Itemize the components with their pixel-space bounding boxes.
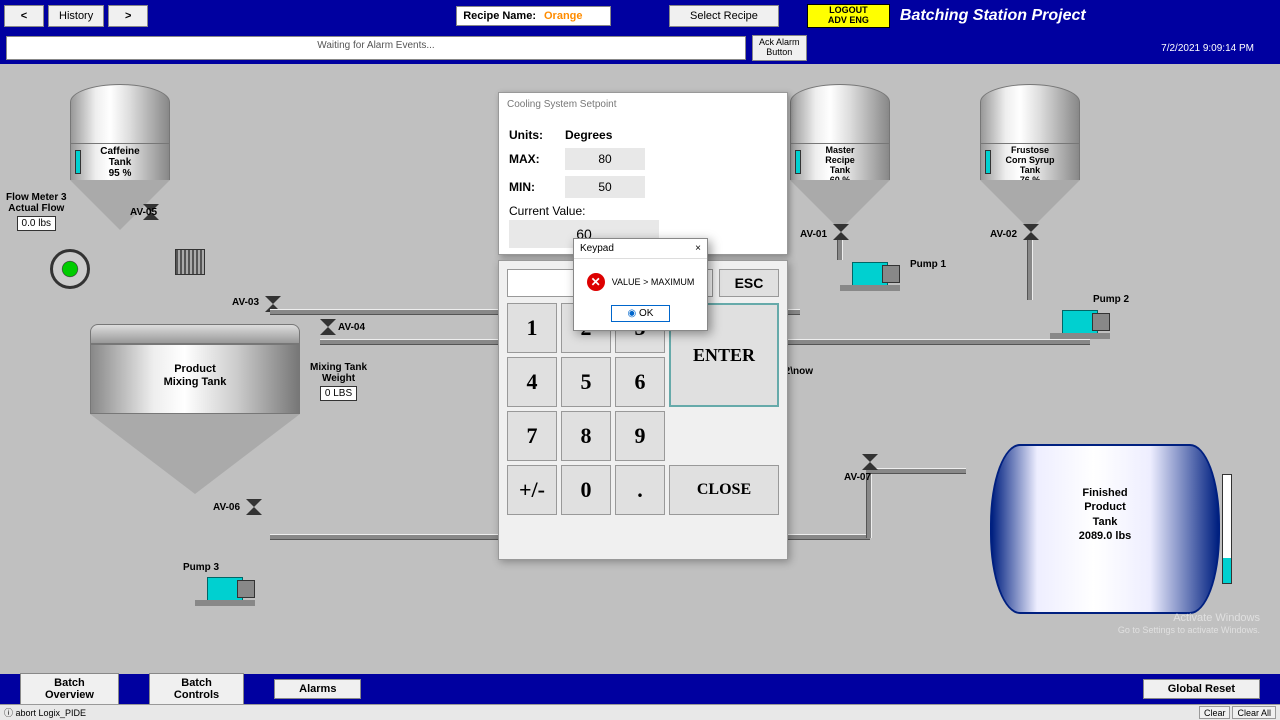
alarm-event-box: Waiting for Alarm Events... [6,36,746,60]
finished-level-icon [1222,474,1232,584]
windows-watermark: Activate Windows Go to Settings to activ… [1118,612,1260,636]
valve-av04-label: AV-04 [338,322,365,333]
setpoint-max: 80 [565,148,645,170]
history-button[interactable]: History [48,5,104,27]
valve-av02-label: AV-02 [990,229,1017,240]
mixing-weight-label: Mixing Tank Weight 0 LBS [310,362,367,401]
mixing-weight-value: 0 LBS [320,386,357,401]
agitator-icon [175,249,205,275]
keypad-1[interactable]: 1 [507,303,557,353]
keypad-0[interactable]: 0 [561,465,611,515]
valve-av06-icon [246,499,262,515]
keypad-plus-minus[interactable]: +/- [507,465,557,515]
keypad-7[interactable]: 7 [507,411,557,461]
setpoint-title: Cooling System Setpoint [499,93,787,116]
forward-button[interactable]: > [108,5,148,27]
alarms-button[interactable]: Alarms [274,679,361,699]
error-ok-button[interactable]: OK [611,305,671,322]
status-clearall-button[interactable]: Clear All [1232,706,1276,719]
mixing-tank: Product Mixing Tank [90,324,300,494]
pump-2-icon [1050,307,1110,337]
keypad-5[interactable]: 5 [561,357,611,407]
recipe-name-value: Orange [544,10,604,22]
valve-av06-label: AV-06 [213,502,240,513]
pipe-icon [837,240,843,260]
flow-meter-3-label: Flow Meter 3 Actual Flow 0.0 lbs [6,192,67,231]
pump-1-label: Pump 1 [910,259,946,270]
finished-product-tank: Finished Product Tank 2089.0 lbs [970,444,1230,614]
top-bar: < History > Recipe Name: Orange Select R… [0,0,1280,32]
batch-controls-button[interactable]: Batch Controls [149,673,244,705]
keypad-6[interactable]: 6 [615,357,665,407]
flow-meter-3-value: 0.0 lbs [17,216,56,231]
select-recipe-button[interactable]: Select Recipe [669,5,779,27]
pump-3-icon [195,574,255,604]
pipe-icon [866,468,966,474]
recipe-name-label: Recipe Name: [463,10,536,22]
logout-button[interactable]: LOGOUT ADV ENG [807,4,890,28]
error-icon: ✕ [587,273,605,291]
valve-av07-label: AV-07 [844,472,871,483]
error-close-icon[interactable]: × [695,243,701,254]
error-message: VALUE > MAXIMUM [612,277,695,287]
keypad-8[interactable]: 8 [561,411,611,461]
status-bar: ⓘ abort Logix_PIDE Clear Clear All [0,704,1280,720]
valve-av04-icon [320,319,336,335]
status-clear-button[interactable]: Clear [1199,706,1231,719]
keypad-dot[interactable]: . [615,465,665,515]
alarm-bar: Waiting for Alarm Events... Ack Alarm Bu… [0,32,1280,64]
global-reset-button[interactable]: Global Reset [1143,679,1260,699]
batch-overview-button[interactable]: Batch Overview [20,673,119,705]
status-text: ⓘ abort Logix_PIDE [4,706,86,719]
bottom-nav: Batch Overview Batch Controls Alarms Glo… [0,674,1280,704]
valve-av01-icon [833,224,849,240]
app-title: Batching Station Project [900,7,1086,25]
pipe-icon [1027,240,1033,300]
datetime-display: 7/2/2021 9:09:14 PM [1161,43,1254,54]
error-dialog: Keypad × ✕ VALUE > MAXIMUM OK [573,238,708,331]
valve-av07-icon [862,454,878,470]
master-level-icon [795,150,801,174]
caffeine-level-icon [75,150,81,174]
error-title: Keypad [580,243,614,254]
fructose-tank: Frustose Corn Syrup Tank 76 % [970,84,1090,230]
pump-2-label: Pump 2 [1093,294,1129,305]
valve-av02-icon [1023,224,1039,240]
keypad-close-button[interactable]: CLOSE [669,465,779,515]
keypad-4[interactable]: 4 [507,357,557,407]
keypad-esc-button[interactable]: ESC [719,269,779,297]
pump-1-icon [840,259,900,289]
flow-meter-icon [50,249,90,289]
recipe-name-box: Recipe Name: Orange [456,6,611,26]
pump-3-label: Pump 3 [183,562,219,573]
setpoint-min: 50 [565,176,645,198]
keypad-9[interactable]: 9 [615,411,665,461]
caffeine-tank: Caffeine Tank 95 % [60,84,180,230]
valve-av05-label: AV-05 [130,207,157,218]
valve-av03-label: AV-03 [232,297,259,308]
master-recipe-tank: Master Recipe Tank 60 % [780,84,900,230]
ack-alarm-button[interactable]: Ack Alarm Button [752,35,807,61]
back-button[interactable]: < [4,5,44,27]
valve-av01-label: AV-01 [800,229,827,240]
setpoint-dialog: Cooling System Setpoint Units:Degrees MA… [498,92,788,255]
fructose-level-icon [985,150,991,174]
